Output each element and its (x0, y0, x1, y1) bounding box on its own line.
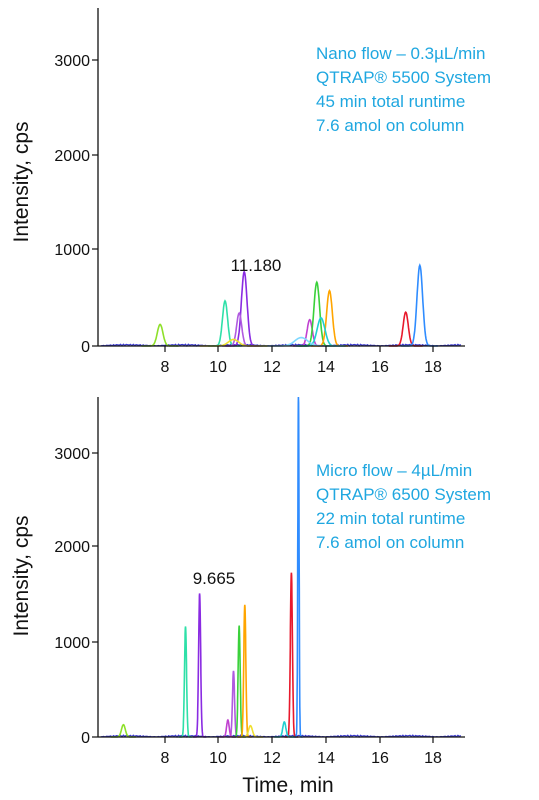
top-y-tick-label: 1000 (54, 242, 90, 259)
top-x-tick-label: 18 (424, 359, 442, 376)
peak-trace-10 (401, 263, 438, 347)
bottom-x-tick-label: 16 (371, 750, 389, 767)
bottom-annotation-line: Micro flow – 4µL/min (316, 461, 472, 480)
bottom-y-tick-label: 2000 (54, 539, 90, 556)
peak-trace-1 (141, 323, 179, 347)
top-y-axis-title: Intensity, cps (10, 122, 33, 243)
bottom-x-tick-label: 10 (209, 750, 227, 767)
peak-trace-9 (388, 310, 423, 347)
top-x-tick-labels: 8 10 12 14 16 18 (161, 359, 442, 376)
peak-trace-7 (310, 288, 349, 347)
top-x-tick-label: 12 (263, 359, 281, 376)
bottom-annotation-line: 22 min total runtime (316, 509, 465, 528)
top-x-tick-label: 8 (161, 359, 170, 376)
bottom-x-tick-labels: 8 10 12 14 16 18 (161, 750, 442, 767)
top-annotation-line: 7.6 amol on column (316, 116, 464, 135)
bottom-annotation-line: QTRAP® 6500 System (316, 485, 491, 504)
top-chromatogram-panel: Intensity, cps 0 1000 2000 3000 8 10 12 … (10, 8, 491, 376)
bottom-axes (92, 397, 465, 743)
bottom-y-tick-label: 3000 (54, 446, 90, 463)
top-annotation-line: QTRAP® 5500 System (316, 68, 491, 87)
bottom-x-tick-label: 8 (161, 750, 170, 767)
top-x-tick-label: 10 (209, 359, 227, 376)
top-annotation-line: 45 min total runtime (316, 92, 465, 111)
peak-trace-7 (219, 718, 237, 738)
top-y-tick-label: 0 (81, 339, 90, 356)
top-x-tick-label: 14 (317, 359, 335, 376)
bottom-y-tick-labels: 0 1000 2000 3000 (54, 446, 90, 747)
top-traces (100, 263, 462, 347)
bottom-traces (100, 396, 462, 738)
bottom-peak-label: 9.665 (193, 569, 236, 588)
peak-trace-3 (192, 593, 207, 738)
peak-trace-10 (274, 720, 295, 738)
top-y-tick-label: 3000 (54, 53, 90, 70)
top-y-tick-labels: 0 1000 2000 3000 (54, 53, 90, 356)
bottom-annotation-line: 7.6 amol on column (316, 533, 464, 552)
top-axes (92, 8, 465, 352)
top-annotation-line: Nano flow – 0.3µL/min (316, 44, 486, 63)
bottom-chromatogram-panel: Intensity, cps 0 1000 2000 3000 8 10 12 … (10, 396, 491, 797)
bottom-x-tick-label: 18 (424, 750, 442, 767)
top-y-tick-label: 2000 (54, 148, 90, 165)
peak-trace-9 (294, 396, 303, 738)
x-axis-title: Time, min (242, 774, 333, 797)
bottom-x-tick-label: 12 (263, 750, 281, 767)
top-x-tick-label: 16 (371, 359, 389, 376)
peak-trace-2 (178, 626, 193, 738)
bottom-y-tick-label: 0 (81, 730, 90, 747)
bottom-y-axis-title: Intensity, cps (10, 516, 33, 637)
top-annotation: Nano flow – 0.3µL/min QTRAP® 5500 System… (316, 44, 491, 135)
top-peak-label: 11.180 (231, 256, 282, 275)
bottom-x-tick-label: 14 (317, 750, 335, 767)
peak-trace-3 (225, 269, 263, 347)
bottom-y-tick-label: 1000 (54, 635, 90, 652)
bottom-annotation: Micro flow – 4µL/min QTRAP® 6500 System … (316, 461, 491, 552)
